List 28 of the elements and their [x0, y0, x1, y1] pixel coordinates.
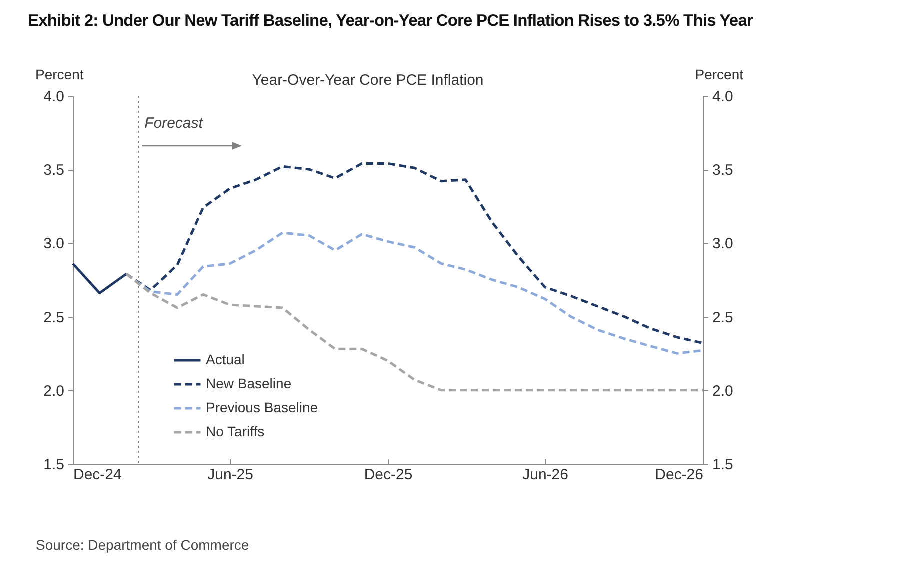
y2-tick-label: 2.0: [712, 382, 734, 400]
y2-tick-label: 2.5: [712, 309, 734, 326]
y2-tick-label: 3.5: [712, 162, 734, 180]
y-axis-title: Percent: [36, 66, 84, 82]
legend-label: Actual: [206, 352, 245, 368]
y2-tick-label: 4.0: [712, 88, 734, 106]
y2-axis-title: Percent: [695, 66, 744, 82]
ref-line-label: Forecast: [144, 115, 204, 132]
x-tick-label: Jun-25: [208, 466, 254, 484]
legend-label: New Baseline: [206, 376, 292, 392]
line-series: [125, 272, 704, 392]
y-tick-label: 2.0: [44, 382, 64, 400]
y2-tick-label: 3.0: [712, 236, 734, 253]
x-tick-label: Dec-24: [74, 466, 122, 484]
y-tick-label: 4.0: [44, 88, 64, 106]
x-tick-label: Jun-26: [522, 466, 569, 484]
y-tick-label: 2.5: [44, 309, 64, 326]
source-note: Source: Department of Commerce: [36, 537, 250, 553]
legend-label: Previous Baseline: [206, 400, 318, 416]
x-tick-label: Dec-25: [364, 466, 413, 484]
y2-tick-label: 1.5: [712, 456, 734, 474]
y-tick-label: 3.5: [44, 162, 64, 180]
chart-title: Exhibit 2: Under Our New Tariff Baseline, Year-on-Year Core PCE Inflation Rises to 3.5% This Year: [28, 12, 754, 31]
chart-subtitle: Year-Over-Year Core PCE Inflation: [252, 72, 484, 89]
y-tick-label: 1.5: [44, 456, 64, 474]
y-tick-label: 3.0: [44, 236, 64, 253]
legend-label: No Tariffs: [206, 424, 265, 440]
x-tick-label: Dec-26: [655, 466, 704, 484]
